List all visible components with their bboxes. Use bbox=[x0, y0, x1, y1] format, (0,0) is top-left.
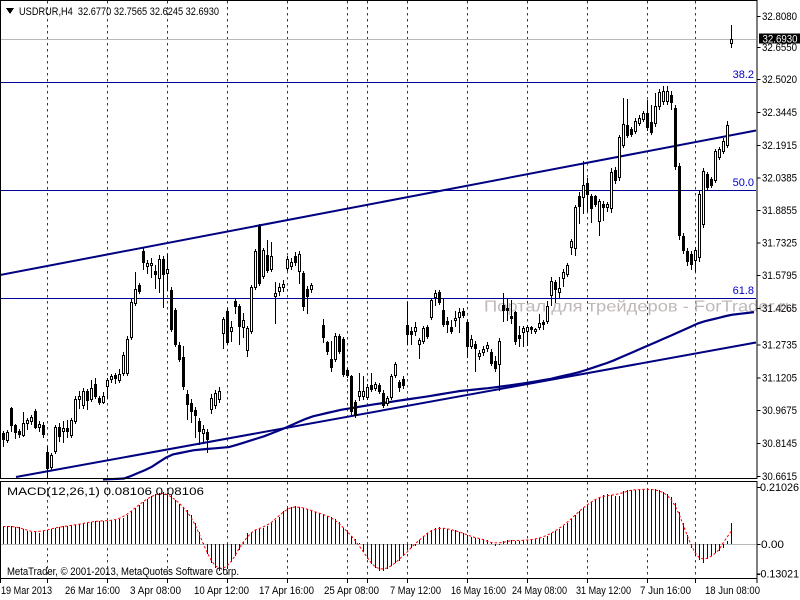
svg-text:31.5795: 31.5795 bbox=[762, 270, 797, 282]
svg-text:10 Apr 12:00: 10 Apr 12:00 bbox=[194, 585, 249, 597]
svg-text:19 Mar 2013: 19 Mar 2013 bbox=[1, 585, 52, 597]
svg-text:30.9675: 30.9675 bbox=[762, 405, 797, 417]
svg-text:32.3445: 32.3445 bbox=[762, 107, 797, 119]
svg-text:31.4265: 31.4265 bbox=[762, 303, 797, 315]
svg-text:-0.13021: -0.13021 bbox=[757, 569, 799, 581]
svg-text:16 May 16:00: 16 May 16:00 bbox=[451, 585, 506, 597]
svg-text:31.7325: 31.7325 bbox=[762, 238, 797, 250]
svg-text:3 Apr 08:00: 3 Apr 08:00 bbox=[130, 585, 181, 597]
svg-text:38.2: 38.2 bbox=[733, 69, 754, 81]
svg-text:USDRUR,H4 32.6770 32.7565 32.: USDRUR,H4 32.6770 32.7565 32.6245 32.693… bbox=[19, 6, 219, 18]
svg-text:30.8145: 30.8145 bbox=[762, 438, 797, 450]
svg-text:30.6615: 30.6615 bbox=[762, 471, 797, 483]
svg-text:31.8855: 31.8855 bbox=[762, 205, 797, 217]
svg-text:0.00: 0.00 bbox=[761, 539, 784, 551]
svg-text:MetaTrader, © 2001-2013, MetaQ: MetaTrader, © 2001-2013, MetaQuotes Soft… bbox=[7, 566, 239, 578]
svg-text:32.0385: 32.0385 bbox=[762, 173, 797, 185]
svg-text:7 Jun 16:00: 7 Jun 16:00 bbox=[640, 585, 691, 597]
svg-text:24 May 08:00: 24 May 08:00 bbox=[512, 585, 567, 597]
svg-text:61.8: 61.8 bbox=[733, 285, 754, 297]
svg-text:32.1915: 32.1915 bbox=[762, 140, 797, 152]
svg-text:31.1205: 31.1205 bbox=[762, 373, 797, 385]
svg-text:32.6930: 32.6930 bbox=[763, 34, 798, 46]
svg-text:17 Apr 16:00: 17 Apr 16:00 bbox=[259, 585, 314, 597]
svg-text:0.21026: 0.21026 bbox=[760, 482, 799, 494]
svg-text:32.6550: 32.6550 bbox=[762, 42, 797, 54]
svg-text:26 Mar 16:00: 26 Mar 16:00 bbox=[65, 585, 120, 597]
svg-text:25 Apr 08:00: 25 Apr 08:00 bbox=[324, 585, 379, 597]
svg-text:31 May 12:00: 31 May 12:00 bbox=[576, 585, 631, 597]
svg-text:Портал для трейдеров - ForTrad: Портал для трейдеров - ForTrader.ru bbox=[484, 299, 795, 316]
svg-text:32.5020: 32.5020 bbox=[762, 74, 797, 86]
svg-text:31.2735: 31.2735 bbox=[762, 340, 797, 352]
svg-text:18 Jun 08:00: 18 Jun 08:00 bbox=[705, 585, 760, 597]
svg-text:7 May 12:00: 7 May 12:00 bbox=[390, 585, 441, 597]
svg-text:32.8080: 32.8080 bbox=[762, 11, 797, 23]
svg-text:MACD(12,26,1) 0.08106 0.08106: MACD(12,26,1) 0.08106 0.08106 bbox=[7, 486, 204, 498]
svg-text:50.0: 50.0 bbox=[733, 177, 754, 189]
